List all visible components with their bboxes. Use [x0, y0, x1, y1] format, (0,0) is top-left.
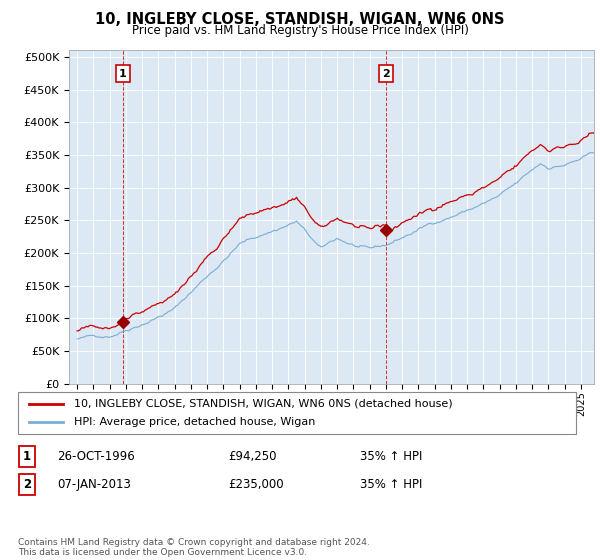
Text: HPI: Average price, detached house, Wigan: HPI: Average price, detached house, Wiga…	[74, 417, 315, 427]
Text: 10, INGLEBY CLOSE, STANDISH, WIGAN, WN6 0NS: 10, INGLEBY CLOSE, STANDISH, WIGAN, WN6 …	[95, 12, 505, 27]
Text: 35% ↑ HPI: 35% ↑ HPI	[360, 450, 422, 463]
Text: £235,000: £235,000	[228, 478, 284, 491]
Text: Contains HM Land Registry data © Crown copyright and database right 2024.
This d: Contains HM Land Registry data © Crown c…	[18, 538, 370, 557]
Text: 1: 1	[119, 69, 127, 79]
Text: 07-JAN-2013: 07-JAN-2013	[57, 478, 131, 491]
Text: 2: 2	[382, 69, 390, 79]
Text: Price paid vs. HM Land Registry's House Price Index (HPI): Price paid vs. HM Land Registry's House …	[131, 24, 469, 36]
FancyBboxPatch shape	[18, 392, 576, 434]
Text: £94,250: £94,250	[228, 450, 277, 463]
Text: 1: 1	[23, 450, 31, 463]
Text: 2: 2	[23, 478, 31, 491]
Text: 10, INGLEBY CLOSE, STANDISH, WIGAN, WN6 0NS (detached house): 10, INGLEBY CLOSE, STANDISH, WIGAN, WN6 …	[74, 399, 452, 409]
Text: 26-OCT-1996: 26-OCT-1996	[57, 450, 135, 463]
Text: 35% ↑ HPI: 35% ↑ HPI	[360, 478, 422, 491]
